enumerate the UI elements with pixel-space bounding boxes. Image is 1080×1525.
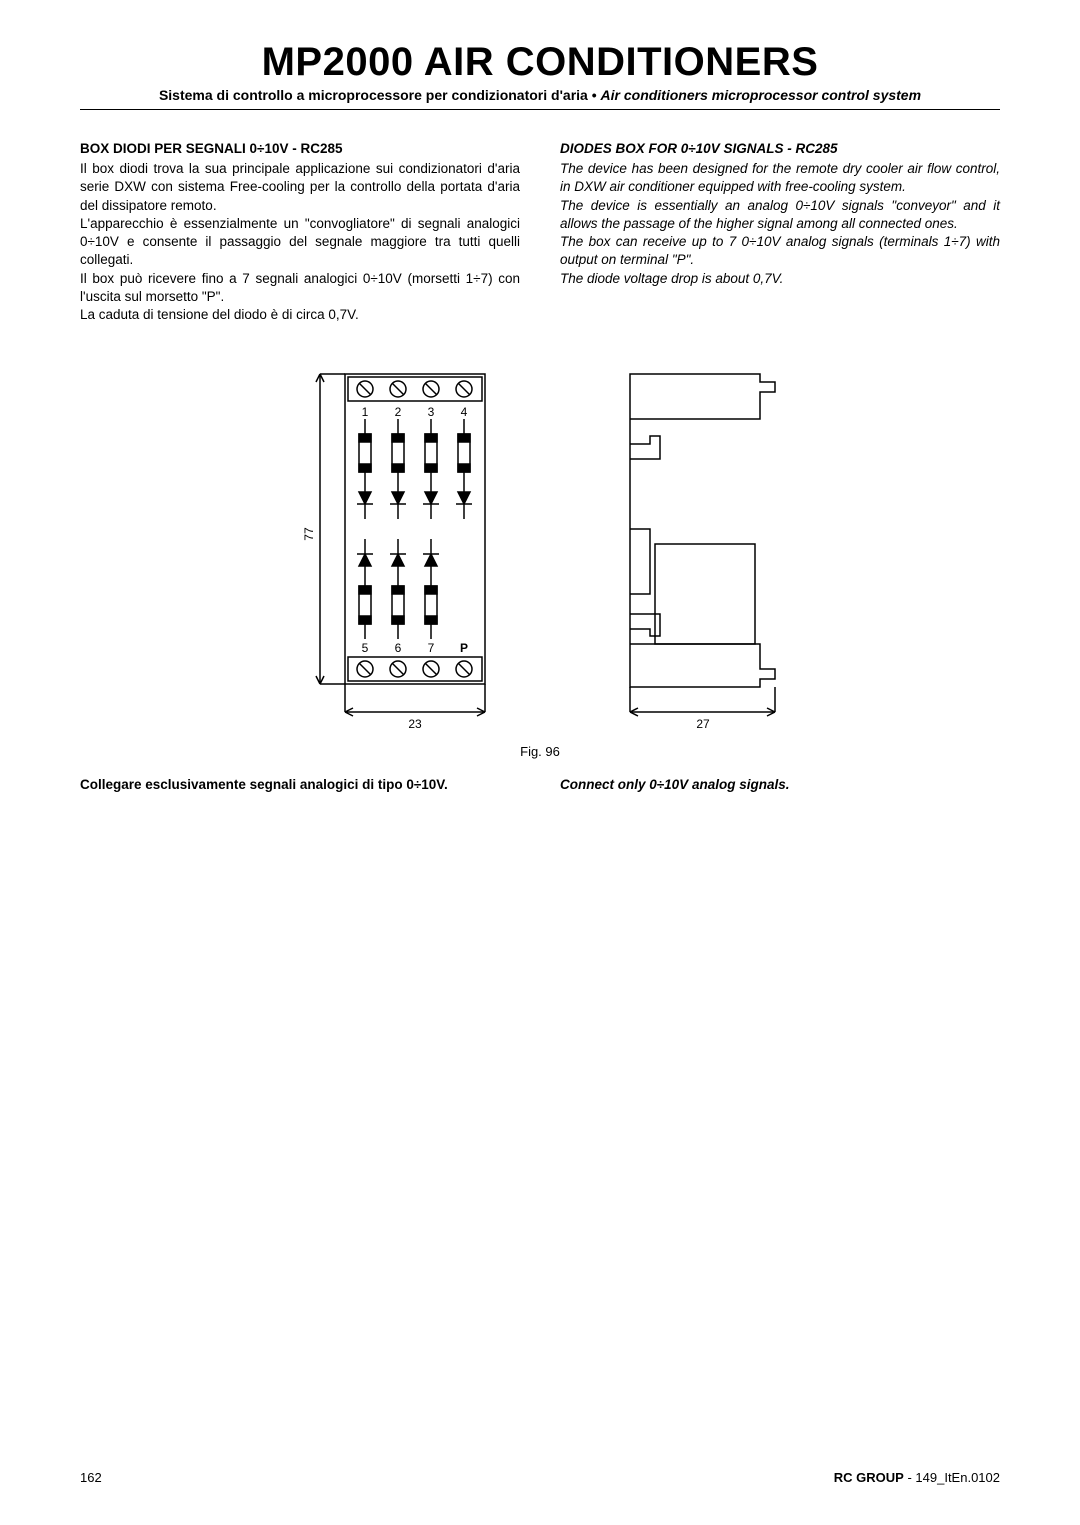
paragraph-it-2: L'apparecchio è essenzialmente un "convo…	[80, 215, 520, 270]
subtitle-bullet: •	[588, 87, 601, 103]
note-it-text: Collegare esclusivamente segnali analogi…	[80, 777, 520, 792]
paragraph-en-4: The diode voltage drop is about 0,7V.	[560, 270, 1000, 288]
front-view-svg: 77 1 2 3 4	[275, 354, 505, 734]
column-italian: BOX DIODI PER SEGNALI 0÷10V - RC285 Il b…	[80, 140, 520, 324]
paragraph-it-1: Il box diodi trova la sua principale app…	[80, 160, 520, 215]
figure-row: 77 1 2 3 4	[80, 354, 1000, 734]
column-english: DIODES BOX FOR 0÷10V SIGNALS - RC285 The…	[560, 140, 1000, 324]
note-italian: Collegare esclusivamente segnali analogi…	[80, 777, 520, 792]
dim-width: 23	[408, 717, 422, 731]
paragraph-en-1: The device has been designed for the rem…	[560, 160, 1000, 196]
text-columns: BOX DIODI PER SEGNALI 0÷10V - RC285 Il b…	[80, 140, 1000, 324]
top-terminals	[357, 381, 472, 397]
page-subtitle: Sistema di controllo a microprocessore p…	[80, 87, 1000, 110]
page-number: 162	[80, 1470, 102, 1485]
terminal-5: 5	[362, 641, 369, 655]
terminal-6: 6	[395, 641, 402, 655]
dim-height: 77	[302, 527, 316, 541]
terminal-4: 4	[461, 405, 468, 419]
paragraph-en-2: The device is essentially an analog 0÷10…	[560, 197, 1000, 233]
diagram-front-view: 77 1 2 3 4	[275, 354, 505, 734]
footer-doc-ref: RC GROUP - 149_ItEn.0102	[834, 1470, 1000, 1485]
terminal-3: 3	[428, 405, 435, 419]
top-components	[357, 419, 472, 519]
page-title: MP2000 AIR CONDITIONERS	[80, 40, 1000, 85]
bottom-terminals	[357, 661, 472, 677]
paragraph-it-3: Il box può ricevere fino a 7 segnali ana…	[80, 270, 520, 306]
paragraph-en-3: The box can receive up to 7 0÷10V analog…	[560, 233, 1000, 269]
diagram-side-view: 27	[575, 354, 805, 734]
section-title-it: BOX DIODI PER SEGNALI 0÷10V - RC285	[80, 140, 520, 158]
note-en-text: Connect only 0÷10V analog signals.	[560, 777, 1000, 792]
terminal-1: 1	[362, 405, 369, 419]
paragraph-it-4: La caduta di tensione del diodo è di cir…	[80, 306, 520, 324]
page-header: MP2000 AIR CONDITIONERS Sistema di contr…	[80, 40, 1000, 110]
figure-caption: Fig. 96	[80, 744, 1000, 759]
dim-depth: 27	[696, 717, 710, 731]
page-footer: 162 RC GROUP - 149_ItEn.0102	[80, 1470, 1000, 1485]
footer-doc: - 149_ItEn.0102	[904, 1470, 1000, 1485]
side-view-svg: 27	[575, 354, 805, 734]
bottom-notes: Collegare esclusivamente segnali analogi…	[80, 777, 1000, 792]
note-english: Connect only 0÷10V analog signals.	[560, 777, 1000, 792]
bottom-components	[357, 539, 439, 639]
subtitle-english: Air conditioners microprocessor control …	[601, 87, 922, 103]
terminal-2: 2	[395, 405, 402, 419]
footer-company: RC GROUP	[834, 1470, 904, 1485]
section-title-en: DIODES BOX FOR 0÷10V SIGNALS - RC285	[560, 140, 1000, 158]
terminal-p: P	[460, 641, 468, 655]
terminal-7: 7	[428, 641, 435, 655]
subtitle-italian: Sistema di controllo a microprocessore p…	[159, 87, 588, 103]
